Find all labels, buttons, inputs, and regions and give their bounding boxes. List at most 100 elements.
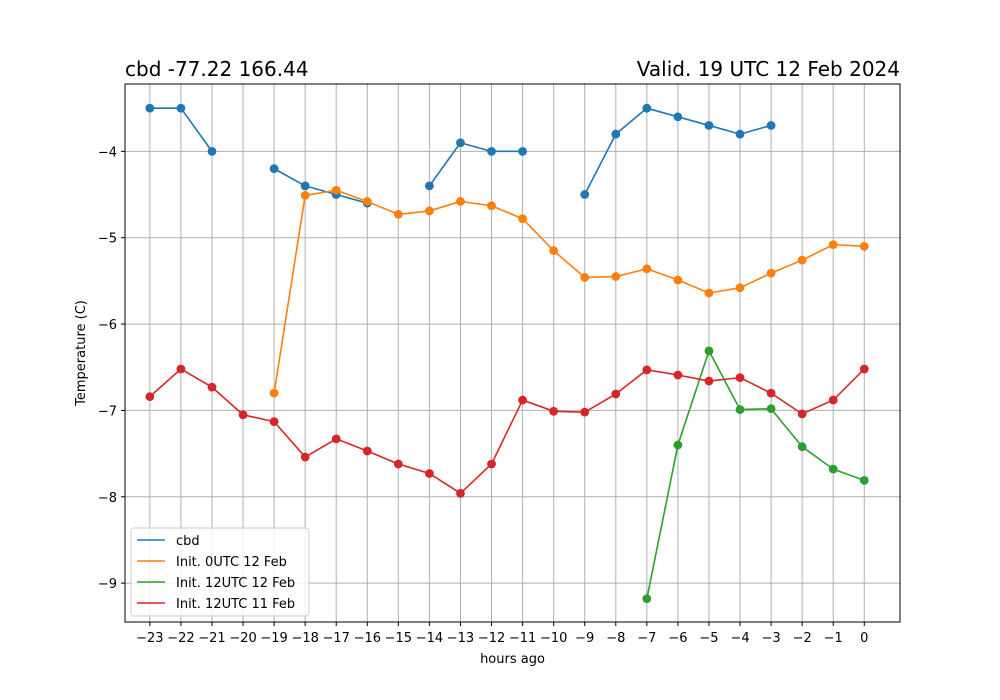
- data-point: [766, 404, 776, 414]
- data-point: [704, 121, 714, 130]
- series-line: [149, 368, 865, 495]
- x-tick-label: −7: [637, 631, 656, 646]
- series-line: [428, 141, 523, 187]
- data-point: [331, 434, 341, 444]
- data-point: [425, 181, 434, 191]
- data-point: [735, 373, 745, 383]
- data-point: [300, 190, 310, 200]
- data-point: [269, 388, 279, 398]
- x-tick-label: −3: [762, 631, 781, 646]
- data-point: [797, 255, 807, 265]
- data-point: [549, 406, 559, 416]
- data-point: [580, 273, 590, 282]
- x-tick-label: −8: [606, 631, 625, 646]
- data-point: [611, 272, 621, 281]
- data-point: [487, 201, 496, 211]
- y-tick-label: −9: [98, 577, 117, 592]
- y-tick-label: −4: [98, 145, 117, 160]
- data-point: [456, 138, 465, 148]
- data-point: [269, 164, 279, 174]
- series-line: [273, 189, 865, 394]
- x-tick-label: −13: [447, 631, 474, 646]
- data-point: [362, 197, 372, 206]
- chart-title-right: Valid. 19 UTC 12 Feb 2024: [637, 57, 900, 81]
- x-axis-ticks: −23 −22 −21 −20 −19 −18 −17 −16 −15 −14 −13 −12 −11−…: [136, 622, 868, 646]
- x-tick-label: −10: [540, 631, 567, 646]
- x-tick-label: 0: [860, 631, 868, 646]
- data-point: [642, 365, 652, 375]
- data-point: [735, 283, 745, 293]
- x-tick-label: −17: [323, 631, 350, 646]
- data-point: [859, 241, 869, 251]
- data-point: [704, 376, 714, 386]
- data-point: [549, 246, 559, 256]
- series-1: [269, 185, 869, 398]
- x-axis-label: hours ago: [480, 652, 545, 667]
- data-point: [704, 346, 714, 356]
- data-point: [300, 452, 310, 462]
- data-point: [673, 370, 683, 380]
- data-point: [393, 209, 403, 219]
- x-tick-label: −6: [668, 631, 687, 646]
- data-point: [611, 129, 621, 139]
- grid: [125, 84, 900, 622]
- data-point: [642, 103, 652, 113]
- data-point: [300, 181, 310, 191]
- y-tick-label: −8: [98, 491, 117, 506]
- legend-label: Init. 12UTC 11 Feb: [176, 597, 295, 612]
- data-point: [859, 364, 869, 374]
- x-tick-label: −20: [229, 631, 256, 646]
- x-tick-label: −15: [385, 631, 412, 646]
- x-tick-label: −11: [509, 631, 536, 646]
- data-point: [518, 146, 527, 156]
- data-point: [673, 112, 683, 122]
- data-point: [580, 407, 590, 417]
- chart-title-left: cbd -77.22 166.44: [125, 57, 309, 81]
- data-point: [456, 488, 465, 498]
- series-2: [642, 346, 869, 604]
- data-point: [797, 409, 807, 419]
- y-axis-ticks: −9 −8 −7 −6 −5 −4: [98, 145, 125, 592]
- data-point: [828, 464, 838, 474]
- data-point: [393, 459, 403, 469]
- x-tick-label: −5: [699, 631, 718, 646]
- data-point: [642, 264, 652, 274]
- data-point: [487, 146, 496, 156]
- x-tick-label: −12: [478, 631, 505, 646]
- series-0: [145, 103, 776, 208]
- data-point: [673, 275, 683, 285]
- x-tick-label: −19: [260, 631, 287, 646]
- data-point: [331, 185, 341, 195]
- legend-box: [130, 527, 310, 617]
- data-point: [580, 190, 590, 199]
- data-point: [518, 395, 527, 405]
- plot-area-frame: [124, 83, 901, 623]
- data-point: [176, 364, 186, 374]
- data-point: [456, 197, 465, 206]
- data-point: [207, 382, 217, 392]
- y-tick-label: −5: [98, 232, 117, 247]
- data-point: [425, 206, 434, 216]
- data-point: [176, 103, 186, 113]
- data-point: [766, 388, 776, 398]
- data-point: [362, 446, 372, 456]
- data-point: [238, 410, 248, 420]
- data-point: [704, 288, 714, 298]
- data-point: [828, 240, 838, 250]
- x-tick-label: −18: [291, 631, 318, 646]
- data-point: [673, 440, 683, 450]
- data-point: [642, 594, 652, 604]
- series-line: [273, 167, 368, 204]
- x-tick-label: −1: [824, 631, 843, 646]
- data-point: [425, 469, 434, 478]
- y-tick-label: −7: [98, 404, 117, 419]
- x-tick-label: −23: [136, 631, 163, 646]
- x-tick-label: −22: [167, 631, 194, 646]
- x-tick-label: −2: [793, 631, 812, 646]
- x-tick-label: −9: [575, 631, 594, 646]
- y-tick-label: −6: [98, 318, 117, 333]
- data-point: [859, 475, 869, 485]
- data-point: [145, 103, 155, 113]
- x-tick-label: −16: [354, 631, 381, 646]
